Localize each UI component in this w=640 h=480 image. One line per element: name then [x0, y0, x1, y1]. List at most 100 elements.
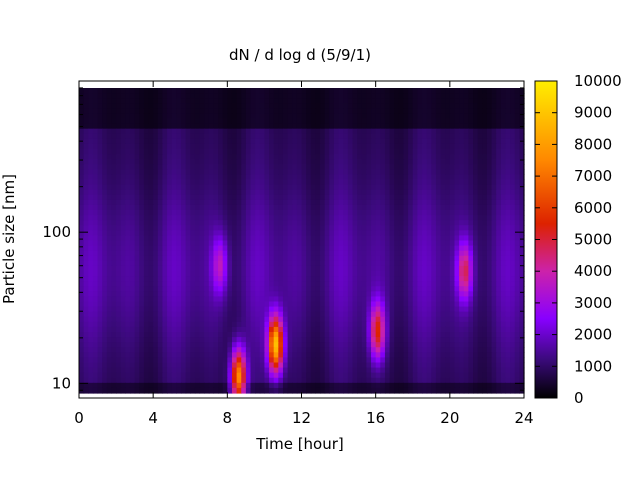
heatmap-cell: [384, 174, 391, 181]
heatmap-cell: [264, 210, 270, 216]
heatmap-cell: [97, 271, 103, 277]
heatmap-cell: [329, 210, 335, 216]
heatmap-cell: [514, 103, 520, 109]
heatmap-cell: [333, 342, 340, 348]
heatmap-cell: [417, 215, 423, 221]
heatmap-cell: [426, 235, 432, 242]
heatmap-cell: [171, 159, 177, 165]
heatmap-cell: [125, 281, 131, 287]
heatmap-cell: [301, 164, 307, 170]
heatmap-cell: [505, 194, 511, 201]
heatmap-cell: [278, 316, 284, 323]
heatmap-cell: [171, 245, 177, 252]
heatmap-cell: [338, 265, 344, 272]
heatmap-cell: [491, 245, 497, 252]
heatmap-cell: [129, 98, 136, 104]
heatmap-cell: [384, 306, 391, 313]
heatmap-cell: [310, 169, 317, 176]
heatmap-cell: [347, 301, 354, 308]
heatmap-cell: [473, 265, 479, 272]
heatmap-cell: [449, 235, 456, 242]
heatmap-cell: [190, 154, 196, 160]
heatmap-cell: [269, 169, 275, 176]
heatmap-cell: [213, 316, 219, 323]
heatmap-cell: [417, 174, 423, 181]
heatmap-cell: [500, 108, 507, 115]
heatmap-cell: [468, 347, 474, 353]
heatmap-cell: [422, 245, 428, 252]
heatmap-cell: [375, 149, 381, 155]
heatmap-cell: [468, 291, 474, 298]
heatmap-cell: [120, 154, 126, 160]
heatmap-cell: [320, 316, 326, 323]
heatmap-cell: [449, 204, 456, 211]
heatmap-cell: [269, 164, 275, 170]
heatmap-cell: [435, 271, 442, 277]
heatmap-cell: [412, 210, 418, 216]
heatmap-cell: [213, 149, 219, 155]
heatmap-cell: [301, 316, 307, 323]
heatmap-cell: [491, 296, 497, 303]
heatmap-cell: [463, 240, 469, 247]
heatmap-cell: [514, 164, 520, 170]
heatmap-cell: [324, 199, 330, 206]
heatmap-cell: [315, 347, 321, 353]
heatmap-cell: [333, 321, 340, 328]
heatmap-cell: [143, 220, 150, 226]
heatmap-cell: [120, 108, 126, 115]
heatmap-cell: [403, 98, 409, 104]
heatmap-cell: [347, 184, 354, 191]
heatmap-cell: [180, 88, 187, 94]
heatmap-cell: [190, 220, 196, 226]
heatmap-cell: [389, 271, 395, 277]
heatmap-cell: [408, 265, 414, 272]
heatmap-cell: [445, 337, 451, 343]
heatmap-cell: [139, 250, 145, 257]
heatmap-cell: [482, 133, 488, 140]
heatmap-cell: [111, 225, 117, 231]
heatmap-cell: [157, 123, 164, 130]
heatmap-cell: [92, 250, 99, 257]
heatmap-cell: [278, 276, 284, 282]
heatmap-cell: [343, 342, 349, 348]
heatmap-cell: [148, 321, 154, 328]
heatmap-cell: [218, 123, 224, 130]
heatmap-cell: [143, 260, 150, 267]
heatmap-cell: [473, 189, 479, 196]
heatmap-cell: [88, 143, 94, 150]
heatmap-cell: [329, 93, 335, 99]
heatmap-cell: [204, 342, 210, 348]
heatmap-cell: [134, 98, 140, 104]
heatmap-cell: [435, 210, 442, 216]
heatmap-cell: [116, 321, 122, 328]
heatmap-cell: [412, 138, 418, 145]
heatmap-cell: [171, 235, 177, 242]
heatmap-cell: [79, 88, 85, 94]
heatmap-cell: [510, 215, 516, 221]
heatmap-cell: [278, 220, 284, 226]
heatmap-cell: [148, 88, 154, 94]
heatmap-cell: [236, 255, 242, 262]
heatmap-cell: [361, 103, 367, 109]
heatmap-cell: [519, 306, 525, 313]
heatmap-cell: [259, 194, 266, 201]
heatmap-cell: [236, 138, 242, 145]
heatmap-cell: [496, 291, 502, 298]
heatmap-cell: [208, 337, 215, 343]
heatmap-cell: [231, 342, 238, 348]
heatmap-cell: [282, 245, 289, 252]
heatmap-cell: [245, 88, 252, 94]
heatmap-cell: [143, 276, 150, 282]
heatmap-cell: [88, 271, 94, 277]
heatmap-cell: [204, 143, 210, 150]
heatmap-cell: [134, 306, 140, 313]
heatmap-cell: [97, 143, 103, 150]
heatmap-cell: [83, 204, 89, 211]
heatmap-cell: [310, 347, 317, 353]
heatmap-cell: [143, 128, 150, 135]
heatmap-cell: [83, 337, 89, 343]
heatmap-cell: [496, 265, 502, 272]
heatmap-cell: [236, 184, 242, 191]
heatmap-cell: [403, 296, 409, 303]
heatmap-cell: [241, 138, 247, 145]
